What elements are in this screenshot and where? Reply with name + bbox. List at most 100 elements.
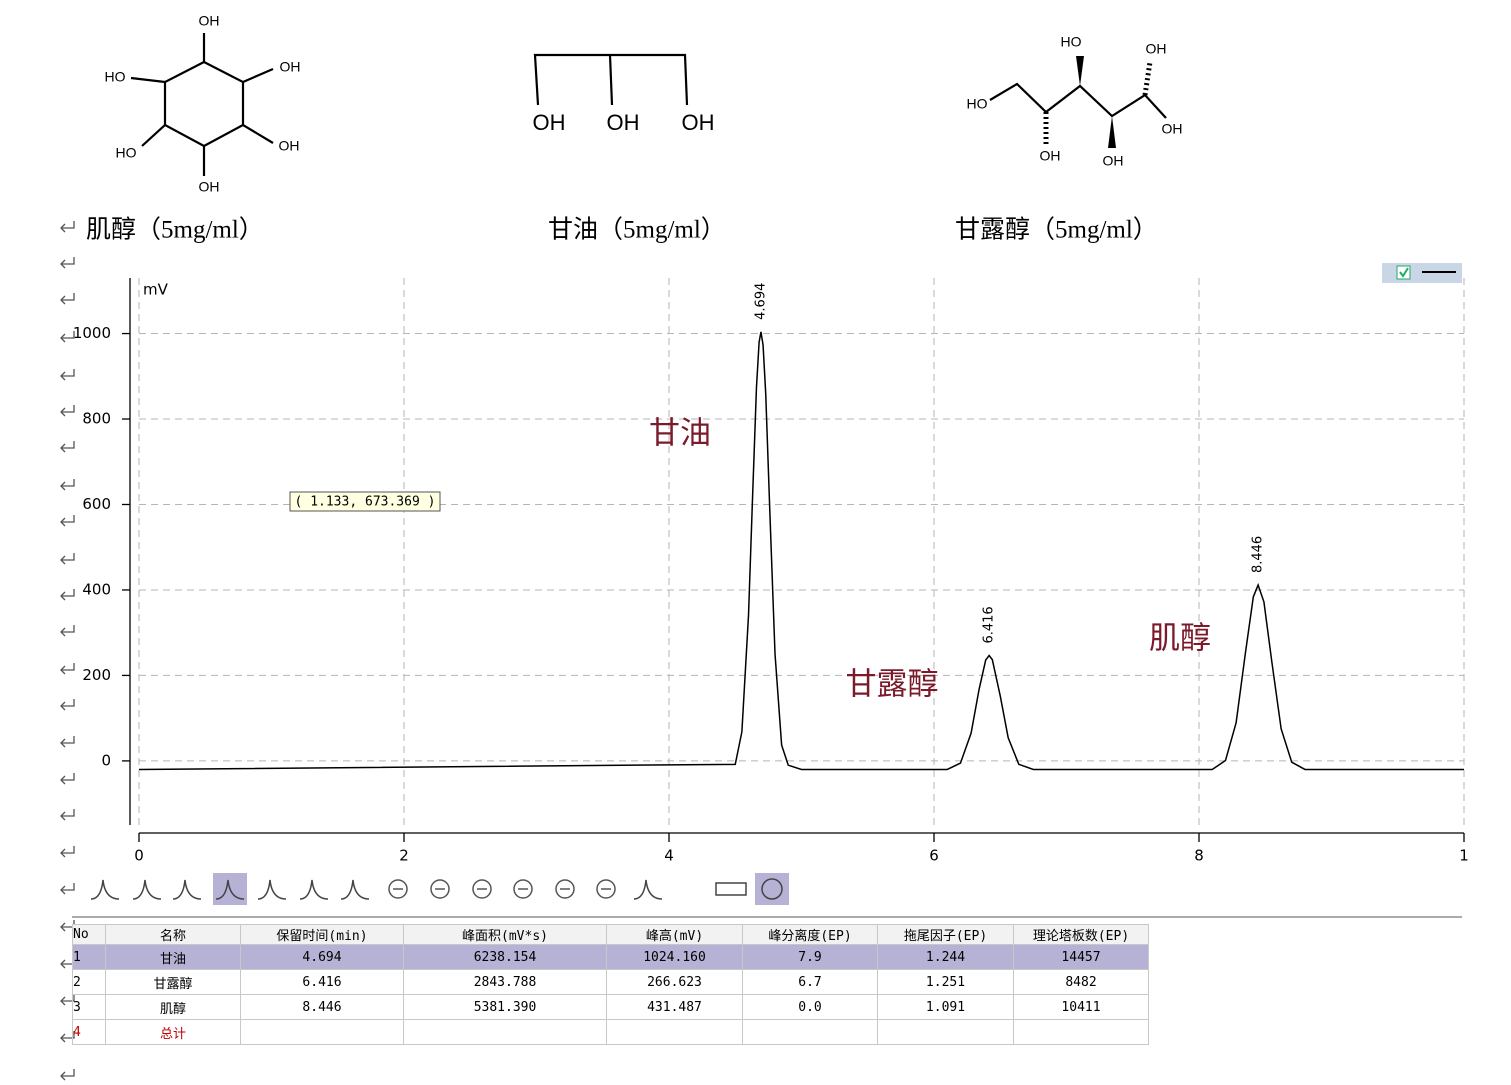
chromatogram: 0 200 400 600 800 1000 0 2 4 6 8 1 mV 4.694 6.416 8.446…	[73, 278, 1469, 865]
table-cell: 5381.390	[403, 994, 607, 1020]
toolbar-button[interactable]	[555, 879, 575, 899]
toolbar-button[interactable]	[472, 879, 492, 899]
paragraph-mark	[61, 479, 75, 487]
toolbar-button[interactable]	[132, 879, 162, 900]
results-table: No 名称 保留时间(min) 峰面积(mV*s) 峰高(mV) 峰分离度(EP) 拖尾因子…	[72, 924, 1149, 1045]
peak-annotation: 肌醇	[1149, 621, 1211, 657]
toolbar-button[interactable]	[215, 879, 245, 900]
paragraph-mark	[61, 257, 75, 265]
table-cell: 3	[72, 994, 106, 1020]
toolbar-button[interactable]	[388, 879, 408, 899]
toolbar-button[interactable]	[90, 879, 120, 900]
chain	[989, 82, 1167, 119]
table-cell: 6.416	[240, 969, 404, 995]
peak-label: 4.694	[753, 283, 768, 320]
toolbar-button[interactable]	[299, 879, 329, 900]
y-tick-label: 1000	[73, 324, 111, 342]
table-cell: 名称	[105, 924, 241, 945]
paragraph-mark	[60, 665, 66, 675]
toolbar-button[interactable]	[761, 878, 783, 900]
paragraph-mark	[60, 371, 66, 381]
table-cell: 431.487	[606, 994, 743, 1020]
paragraph-mark	[60, 555, 66, 565]
paragraph-mark	[60, 1071, 66, 1081]
toolbar-button[interactable]	[172, 879, 202, 900]
y-tick-label: 200	[82, 666, 111, 684]
table-cell	[606, 1019, 743, 1045]
table-cell: 峰分离度(EP)	[742, 924, 878, 945]
paragraph-mark	[60, 701, 66, 711]
paragraph-mark	[60, 811, 66, 821]
paragraph-mark	[61, 553, 75, 561]
toolbar-button[interactable]	[513, 879, 533, 899]
caption: 甘露醇（5mg/ml）	[955, 216, 1158, 244]
paragraph-mark	[61, 331, 75, 339]
paragraph-mark	[61, 625, 75, 633]
toolbar-button[interactable]	[430, 879, 450, 899]
paragraph-mark	[60, 443, 66, 453]
paragraph-mark	[60, 885, 66, 895]
toolbar-button[interactable]	[257, 879, 287, 900]
table-row[interactable]: No 名称 保留时间(min) 峰面积(mV*s) 峰高(mV) 峰分离度(EP) 拖尾因子…	[72, 924, 1149, 945]
table-row[interactable]: 4 总计	[72, 1019, 1149, 1045]
toolbar-button[interactable]	[633, 879, 663, 900]
table-row[interactable]: 3 肌醇 8.446 5381.390 431.487 0.0 1.091 10411	[72, 994, 1149, 1020]
paragraph-mark	[60, 481, 66, 491]
paragraph-mark	[60, 333, 66, 343]
table-row[interactable]: 2 甘露醇 6.416 2843.788 266.623 6.7 1.251 8482	[72, 969, 1149, 995]
table-cell: 14457	[1013, 944, 1149, 970]
paragraph-mark	[60, 627, 66, 637]
glycerol-structure: OH OH OH	[533, 53, 715, 135]
table-cell: 266.623	[606, 969, 743, 995]
atom-label: OH	[1040, 148, 1061, 164]
table-cell: 8.446	[240, 994, 404, 1020]
paragraph-mark	[61, 846, 75, 854]
atom-label: OH	[682, 110, 715, 135]
x-tick-label: 6	[929, 847, 939, 865]
paragraph-mark	[61, 809, 75, 817]
atom-label: HO	[1061, 34, 1082, 50]
caption: 甘油（5mg/ml）	[548, 216, 726, 244]
paragraph-mark	[61, 736, 75, 744]
table-cell: 1	[72, 944, 106, 970]
paragraph-marks	[60, 221, 75, 1081]
table-cell: 峰高(mV)	[606, 924, 743, 945]
paragraph-mark	[61, 441, 75, 449]
paragraph-mark	[60, 591, 66, 601]
y-tick-label: 0	[101, 751, 111, 769]
atom-label: OH	[1103, 153, 1124, 169]
toolbar-button[interactable]	[340, 879, 370, 900]
inositol-structure: OH OH OH OH HO HO	[105, 13, 301, 195]
atom-label: OH	[1146, 41, 1167, 57]
table-cell: 2843.788	[403, 969, 607, 995]
table-cell: 总计	[105, 1019, 241, 1045]
table-cell: 1.091	[877, 994, 1014, 1020]
atom-label: OH	[1162, 121, 1183, 137]
mannitol-structure: HO HO OH OH OH OH	[967, 34, 1183, 169]
table-cell: No	[72, 924, 106, 945]
paragraph-mark	[61, 773, 75, 781]
tooltip: ( 1.133, 673.369 )	[295, 495, 436, 510]
wedge	[1076, 56, 1084, 86]
paragraph-mark	[61, 515, 75, 523]
table-cell: 7.9	[742, 944, 878, 970]
table-cell: 1024.160	[606, 944, 743, 970]
table-cell: 0.0	[742, 994, 878, 1020]
peak-label: 8.446	[1251, 536, 1266, 573]
x-tick-label: 1	[1459, 847, 1469, 865]
paragraph-mark	[61, 221, 75, 229]
atom-label: OH	[199, 13, 220, 29]
table-cell: 1.251	[877, 969, 1014, 995]
toolbar-button[interactable]	[715, 882, 747, 896]
table-cell: 峰面积(mV*s)	[403, 924, 607, 945]
table-row[interactable]: 1 甘油 4.694 6238.154 1024.160 7.9 1.244 14457	[72, 944, 1149, 970]
paragraph-mark	[61, 663, 75, 671]
table-cell	[403, 1019, 607, 1045]
table-cell: 6238.154	[403, 944, 607, 970]
y-tick-label: 600	[82, 495, 111, 513]
table-cell: 甘油	[105, 944, 241, 970]
paragraph-mark	[61, 293, 75, 301]
table-cell	[877, 1019, 1014, 1045]
toolbar-button[interactable]	[596, 879, 616, 899]
